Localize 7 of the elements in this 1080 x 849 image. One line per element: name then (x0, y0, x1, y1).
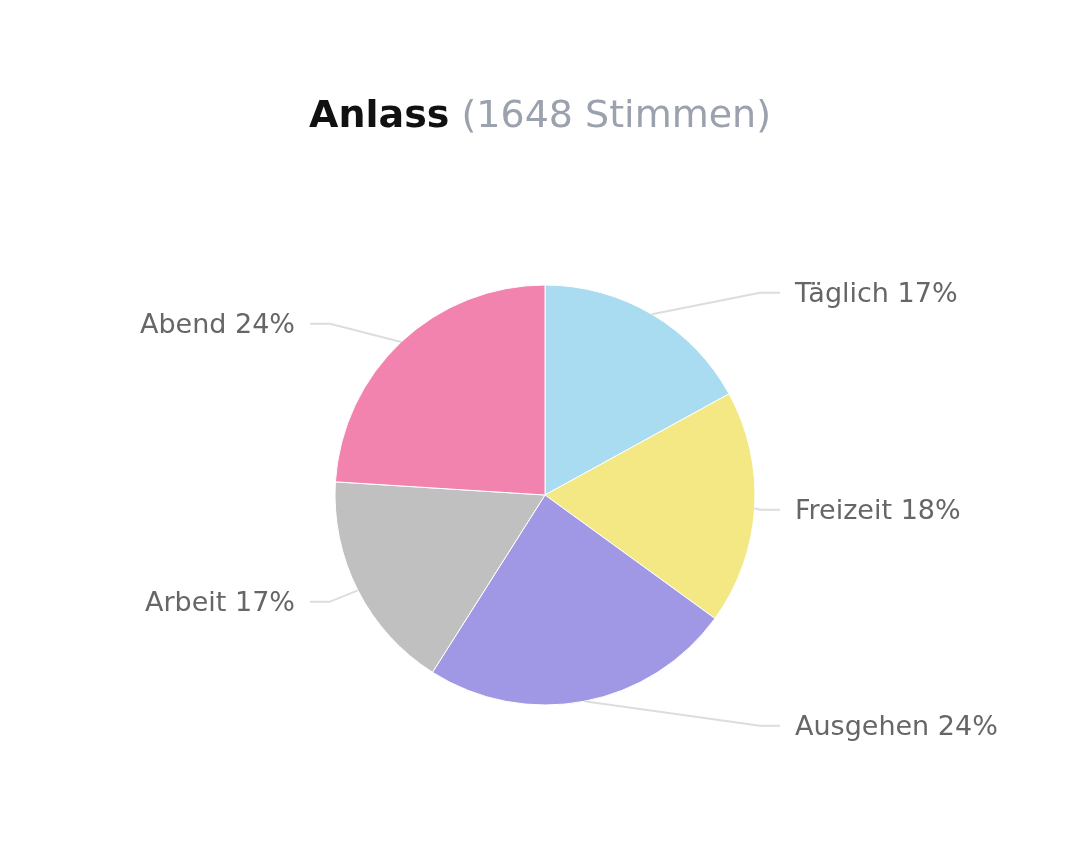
slice-label: Abend 24% (139, 308, 295, 340)
slice-label: Ausgehen 24% (795, 710, 998, 742)
slice-label: Freizeit 18% (795, 494, 961, 526)
slice-label: Täglich 17% (794, 277, 958, 309)
chart-subtitle: (1648 Stimmen) (461, 92, 771, 136)
chart-title: Anlass (309, 92, 450, 136)
slice-label: Arbeit 17% (144, 586, 295, 618)
